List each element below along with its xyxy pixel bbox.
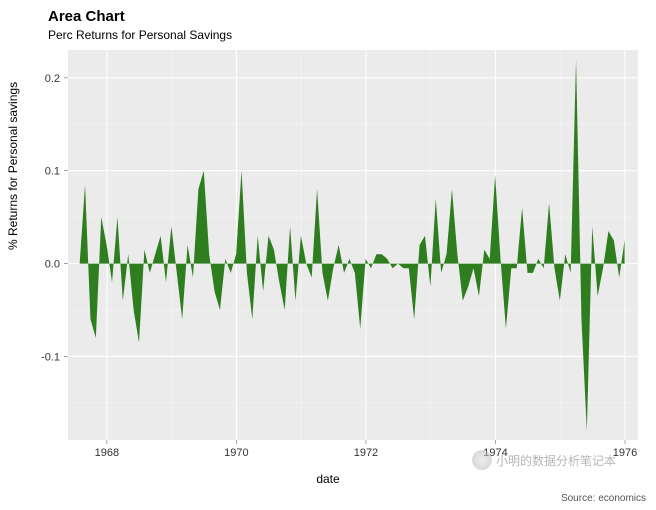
watermark: 小明的数据分析笔记本 — [472, 450, 616, 470]
y-axis-label: % Returns for Personal savings — [6, 82, 20, 250]
svg-text:1970: 1970 — [224, 447, 248, 459]
svg-text:1972: 1972 — [354, 447, 378, 459]
svg-text:1968: 1968 — [95, 447, 119, 459]
chart-caption: Source: economics — [561, 493, 646, 504]
svg-text:0.1: 0.1 — [45, 166, 60, 178]
x-axis-label: date — [0, 472, 656, 486]
watermark-text: 小明的数据分析笔记本 — [496, 452, 616, 469]
svg-text:-0.1: -0.1 — [41, 351, 60, 363]
svg-text:0.2: 0.2 — [45, 73, 60, 85]
chart-subtitle: Perc Returns for Personal Savings — [48, 28, 232, 42]
svg-text:0.0: 0.0 — [45, 259, 60, 271]
wechat-icon — [472, 450, 492, 470]
area-chart-svg: -0.10.00.10.219681970197219741976 — [0, 0, 656, 510]
chart-container: Area Chart Perc Returns for Personal Sav… — [0, 0, 656, 510]
svg-text:1976: 1976 — [613, 447, 637, 459]
chart-title: Area Chart — [48, 8, 125, 25]
